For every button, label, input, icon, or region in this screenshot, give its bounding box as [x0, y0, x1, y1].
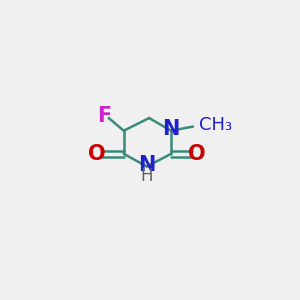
Text: H: H [141, 167, 153, 185]
Text: O: O [188, 144, 205, 164]
Text: F: F [97, 106, 111, 126]
Text: CH₃: CH₃ [199, 116, 232, 134]
Text: N: N [138, 155, 155, 176]
Text: N: N [162, 119, 180, 139]
Text: O: O [88, 144, 106, 164]
